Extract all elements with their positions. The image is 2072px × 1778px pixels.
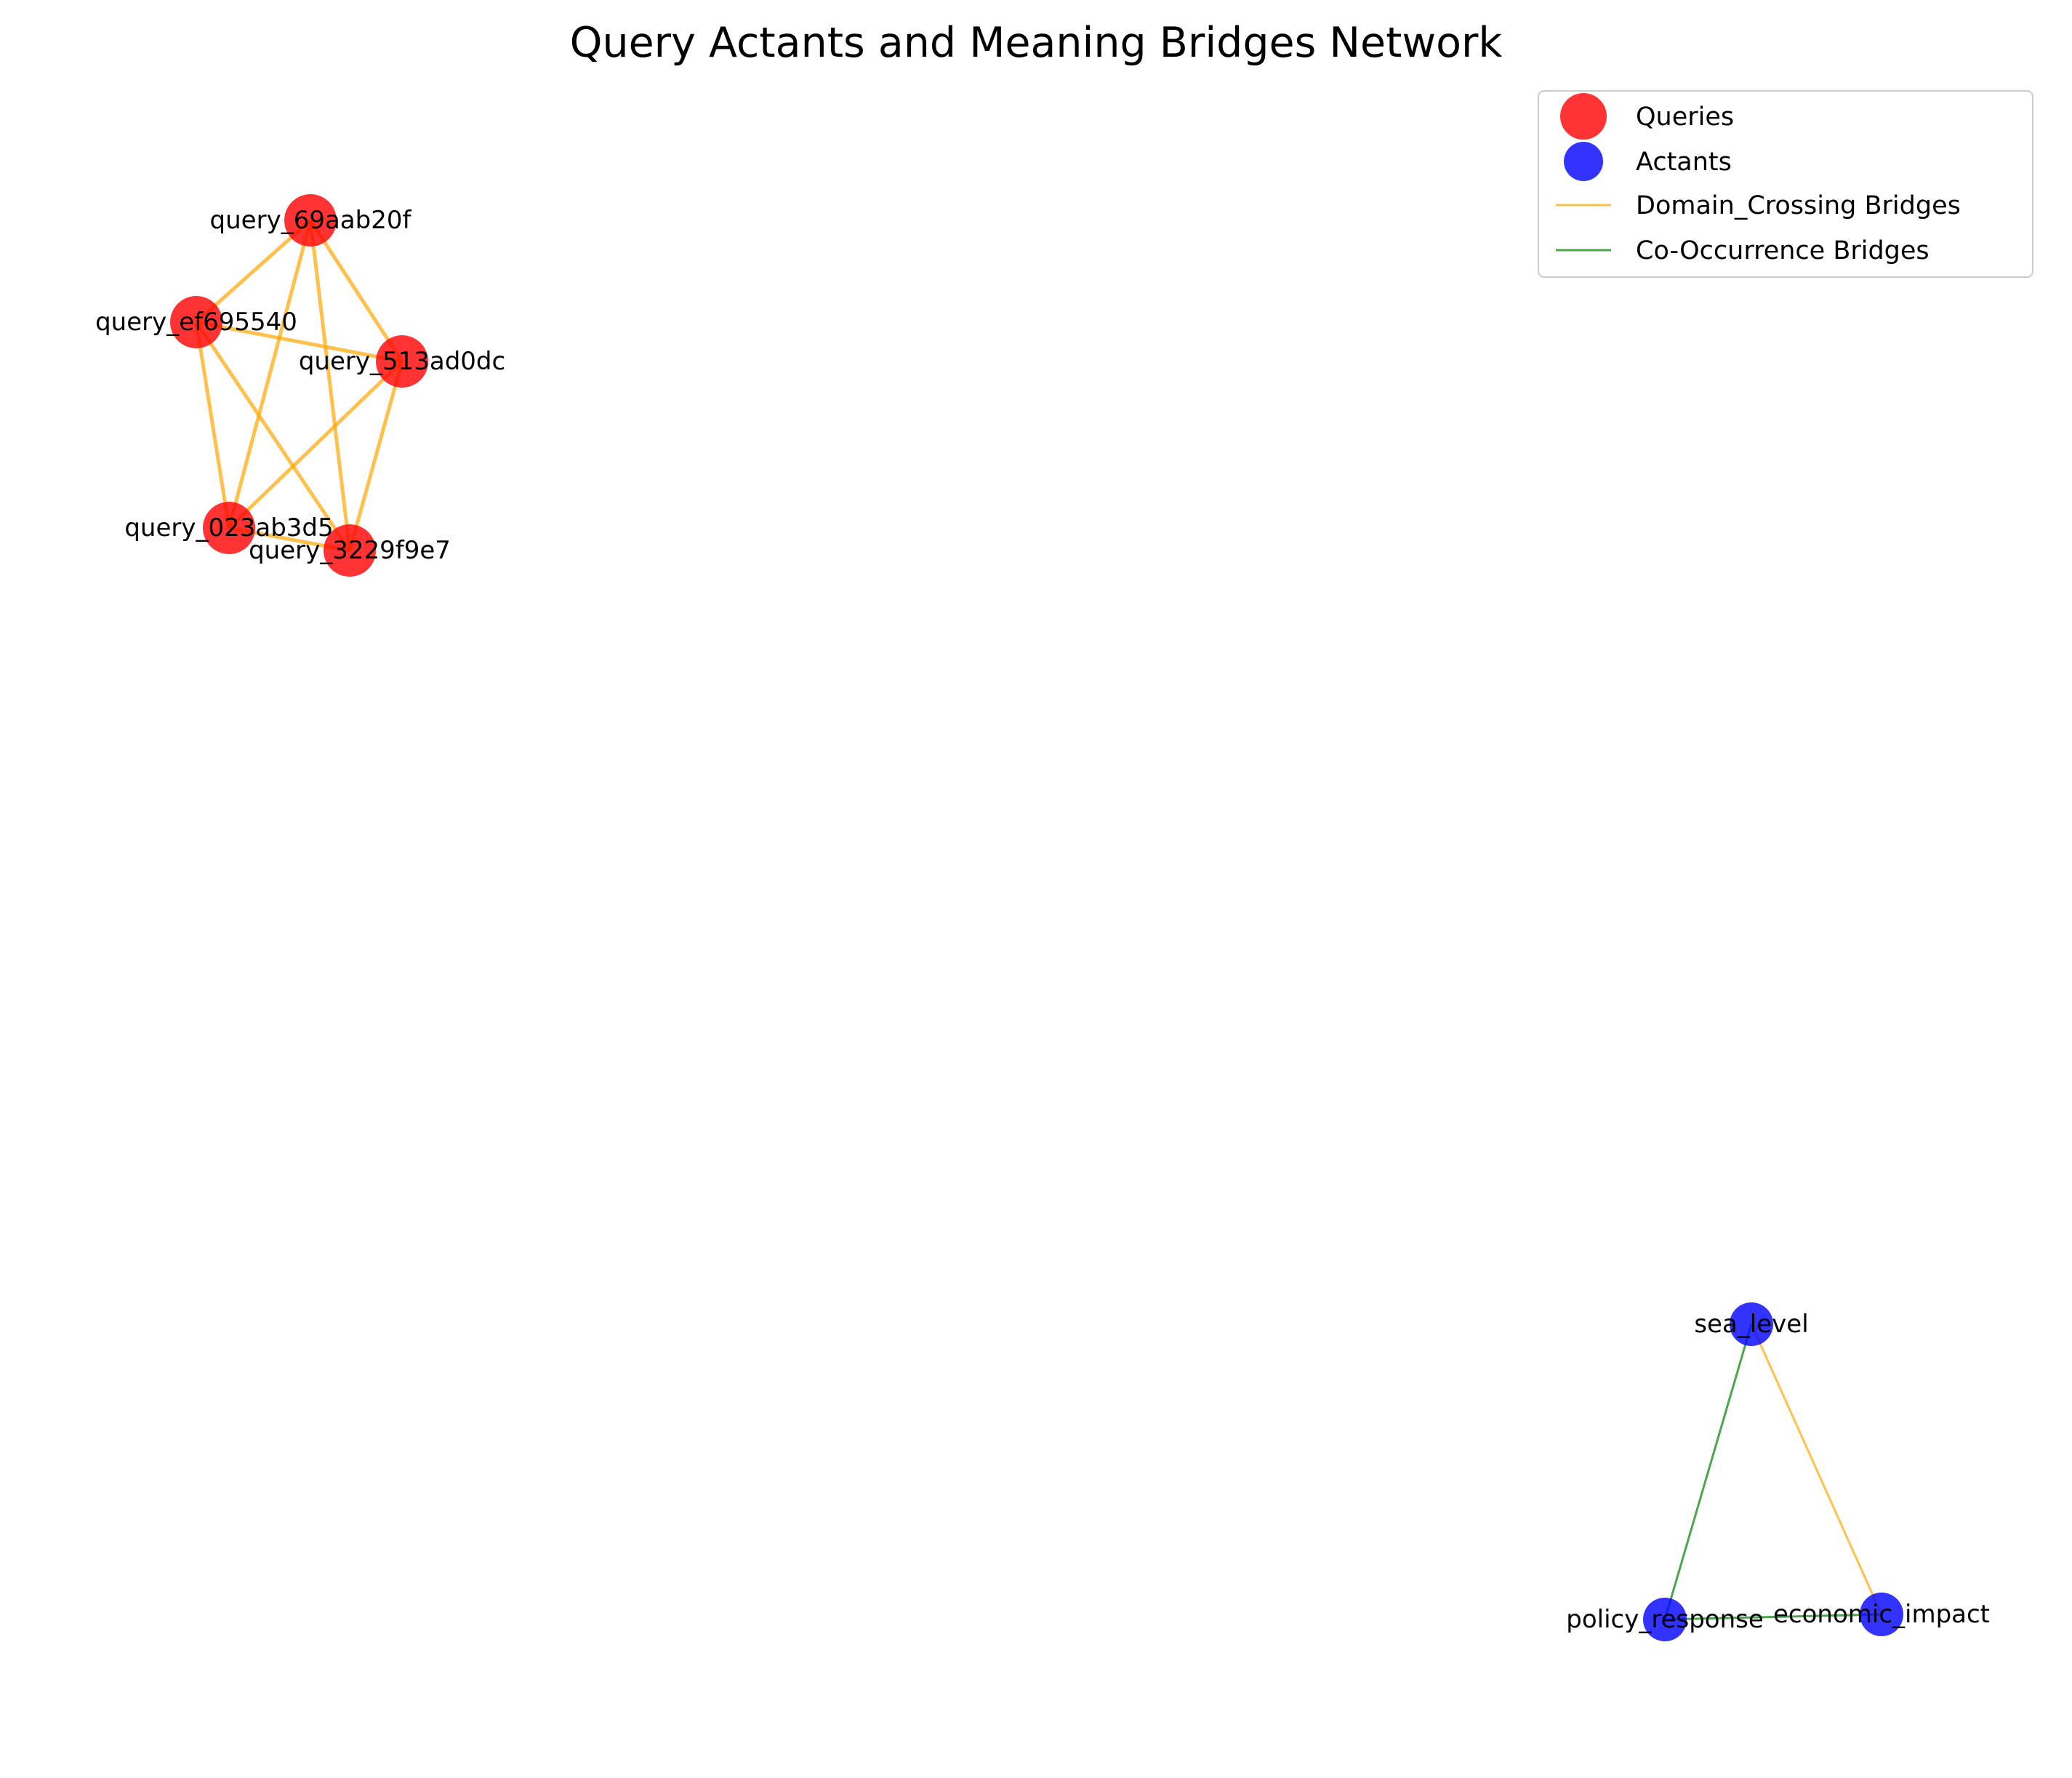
domain-crossing-edge-query_69aab20f-query_023ab3d5 xyxy=(227,220,313,529)
query-node-query_3229f9e7 xyxy=(324,524,376,577)
domain-crossing-edge-query_69aab20f-query_3229f9e7 xyxy=(308,220,352,551)
domain-crossing-edge-query_ef695540-query_023ab3d5 xyxy=(194,321,231,529)
co-occurrence-edge-policy_response-economic_impact xyxy=(1664,1613,1882,1621)
nodes-layer xyxy=(170,194,1903,1641)
domain-crossing-edge-query_ef695540-query_513ad0dc xyxy=(196,320,403,364)
labels-layer: query_69aab20f query_ef695540query_513ad0… xyxy=(95,206,1990,1634)
domain-crossing-edge-query_69aab20f-query_513ad0dc xyxy=(308,219,404,363)
domain-crossing-edge-query_513ad0dc-query_023ab3d5 xyxy=(228,360,403,529)
legend: Queries Actants Domain_Crossing Bridges … xyxy=(1538,90,2033,278)
legend-queries-marker xyxy=(1560,93,1607,140)
node-label-query_69aab20f: query_69aab20f xyxy=(210,206,412,235)
query-node-query_023ab3d5 xyxy=(203,502,255,554)
node-label-query_023ab3d5: query_023ab3d5 xyxy=(124,513,333,542)
domain-crossing-edge-sea_level-economic_impact xyxy=(1750,1324,1883,1615)
node-label-query_ef695540: query_ef695540 xyxy=(95,308,297,337)
edges-layer xyxy=(194,219,1883,1621)
actant-node-policy_response xyxy=(1643,1598,1687,1641)
node-label-sea_level: sea_level xyxy=(1694,1310,1808,1339)
node-label-policy_response: policy_response xyxy=(1566,1605,1764,1634)
node-label-economic_impact: economic_impact xyxy=(1773,1600,1990,1629)
actant-node-sea_level xyxy=(1730,1302,1773,1346)
chart-title: Query Actants and Meaning Bridges Networ… xyxy=(570,19,1503,67)
domain-crossing-edge-query_513ad0dc-query_3229f9e7 xyxy=(348,361,404,551)
legend-actants-marker xyxy=(1564,142,1603,181)
node-label-query_3229f9e7: query_3229f9e7 xyxy=(249,536,451,565)
legend-actants-label: Actants xyxy=(1636,148,1732,177)
query-node-query_513ad0dc xyxy=(376,335,428,388)
co-occurrence-edge-sea_level-policy_response xyxy=(1663,1324,1753,1620)
legend-queries-label: Queries xyxy=(1636,103,1734,132)
actant-node-economic_impact xyxy=(1860,1593,1903,1636)
node-label-query_513ad0dc: query_513ad0dc xyxy=(299,347,505,376)
query-node-query_ef695540 xyxy=(170,296,222,348)
query-node-query_69aab20f xyxy=(284,194,337,247)
legend-frame xyxy=(1538,90,2033,278)
legend-co-occurrence-label: Co-Occurrence Bridges xyxy=(1636,236,1930,265)
legend-domain-crossing-label: Domain_Crossing Bridges xyxy=(1636,191,1961,220)
domain-crossing-edge-query_ef695540-query_3229f9e7 xyxy=(194,321,352,552)
